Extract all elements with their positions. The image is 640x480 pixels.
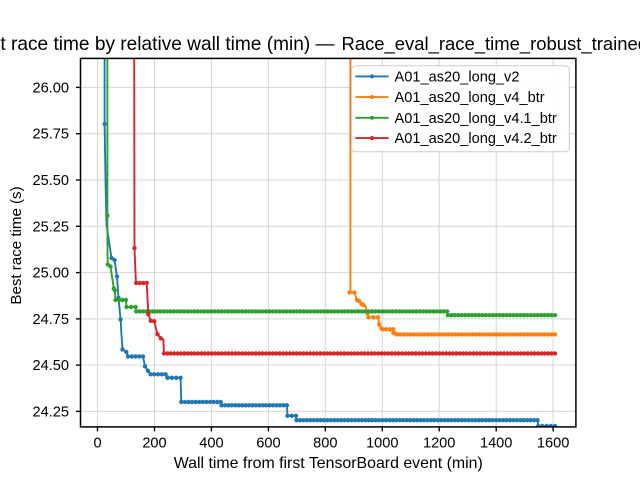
svg-text:Best race time (s): Best race time (s) — [8, 186, 25, 304]
svg-text:25.25: 25.25 — [32, 219, 69, 235]
svg-text:1400: 1400 — [480, 436, 512, 452]
svg-text:800: 800 — [313, 436, 337, 452]
svg-text:25.50: 25.50 — [32, 173, 69, 189]
svg-text:26.00: 26.00 — [32, 80, 69, 96]
svg-text:1600: 1600 — [537, 436, 569, 452]
svg-text:24.25: 24.25 — [32, 404, 69, 420]
svg-text:A01_as20_long_v2: A01_as20_long_v2 — [395, 69, 520, 85]
svg-text:Race_eval_race_time_robust_tra: Race_eval_race_time_robust_trained_v2 — [342, 33, 640, 55]
svg-text:600: 600 — [256, 436, 280, 452]
svg-text:1200: 1200 — [423, 436, 455, 452]
svg-text:25.75: 25.75 — [32, 127, 69, 143]
svg-text:400: 400 — [199, 436, 223, 452]
svg-text:25.00: 25.00 — [32, 266, 69, 282]
svg-text:200: 200 — [142, 436, 166, 452]
svg-text:Best race time by relative wal: Best race time by relative wall time (mi… — [0, 34, 336, 55]
svg-text:Wall time from first TensorBoa: Wall time from first TensorBoard event (… — [174, 455, 483, 472]
svg-text:A01_as20_long_v4.1_btr: A01_as20_long_v4.1_btr — [395, 111, 557, 127]
svg-text:A01_as20_long_v4_btr: A01_as20_long_v4_btr — [395, 90, 545, 106]
svg-text:A01_as20_long_v4.2_btr: A01_as20_long_v4.2_btr — [395, 131, 557, 147]
svg-text:1000: 1000 — [366, 436, 398, 452]
svg-text:24.50: 24.50 — [32, 358, 69, 374]
svg-text:0: 0 — [93, 436, 101, 452]
svg-text:24.75: 24.75 — [32, 312, 69, 328]
